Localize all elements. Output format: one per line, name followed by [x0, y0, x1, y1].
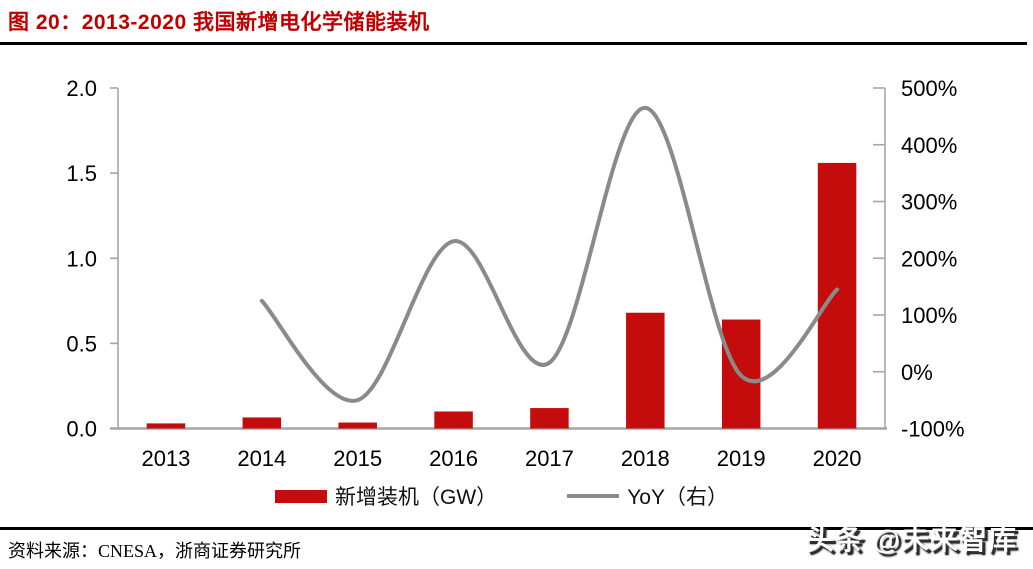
bar-2015: [338, 422, 377, 429]
right-axis-label: 100%: [901, 303, 957, 328]
bar-2017: [530, 408, 569, 429]
year-label: 2020: [813, 446, 862, 471]
left-axis-label: 0.0: [66, 417, 97, 442]
left-axis-label: 0.5: [66, 331, 97, 356]
line-series-swatch: [567, 494, 620, 498]
bar-2013: [146, 423, 186, 429]
legend-item-yoy: YoY（右）: [567, 481, 728, 511]
bar-series-swatch: [275, 489, 328, 503]
year-label: 2019: [717, 446, 766, 471]
bar-2018: [626, 312, 665, 429]
bar-2014: [242, 417, 282, 429]
right-axis-label: 0%: [901, 360, 933, 385]
legend-item-installed: 新增装机（GW）: [275, 481, 497, 511]
left-axis-label: 1.5: [66, 161, 97, 186]
year-label: 2016: [429, 446, 478, 471]
right-axis-label: 300%: [901, 190, 957, 215]
bar-2020: [817, 162, 857, 429]
right-axis-ticks: -100% 0% 100% 200% 300% 400% 500%: [873, 76, 965, 442]
footer-rule: [0, 527, 1033, 530]
year-label: 2015: [333, 446, 382, 471]
right-axis-label: 200%: [901, 246, 957, 271]
left-axis-label: 1.0: [66, 246, 97, 271]
right-axis-label: 500%: [901, 76, 957, 101]
x-axis-labels: 2013 2014 2015 2016 2017 2018 2019 2020: [141, 446, 861, 471]
page-title: 图 20：2013-2020 我国新增电化学储能装机: [8, 11, 430, 34]
right-axis-label: 400%: [901, 133, 957, 158]
left-axis-ticks: 0.0 0.5 1.0 1.5 2.0: [66, 76, 118, 442]
year-label: 2017: [525, 446, 574, 471]
left-axis-label: 2.0: [66, 76, 97, 101]
legend-label-yoy: YoY（右）: [627, 486, 728, 509]
source-note: 资料来源：CNESA，浙商证券研究所: [8, 541, 302, 561]
yoy-line: [259, 105, 840, 403]
right-axis-label: -100%: [901, 417, 965, 442]
year-label: 2014: [237, 446, 286, 471]
year-label: 2018: [621, 446, 670, 471]
combo-chart: 0.0 0.5 1.0 1.5 2.0 -100% 0% 100% 200% 300% 400% 50…: [66, 76, 965, 471]
bars-series: [146, 162, 857, 429]
title-rule: [0, 42, 1027, 45]
bar-2016: [434, 411, 473, 429]
year-label: 2013: [141, 446, 190, 471]
legend-label-installed: 新增装机（GW）: [335, 486, 498, 509]
chart-legend: 新增装机（GW） YoY（右）: [118, 481, 885, 511]
watermark: 头条 @未来智库: [805, 524, 1017, 555]
